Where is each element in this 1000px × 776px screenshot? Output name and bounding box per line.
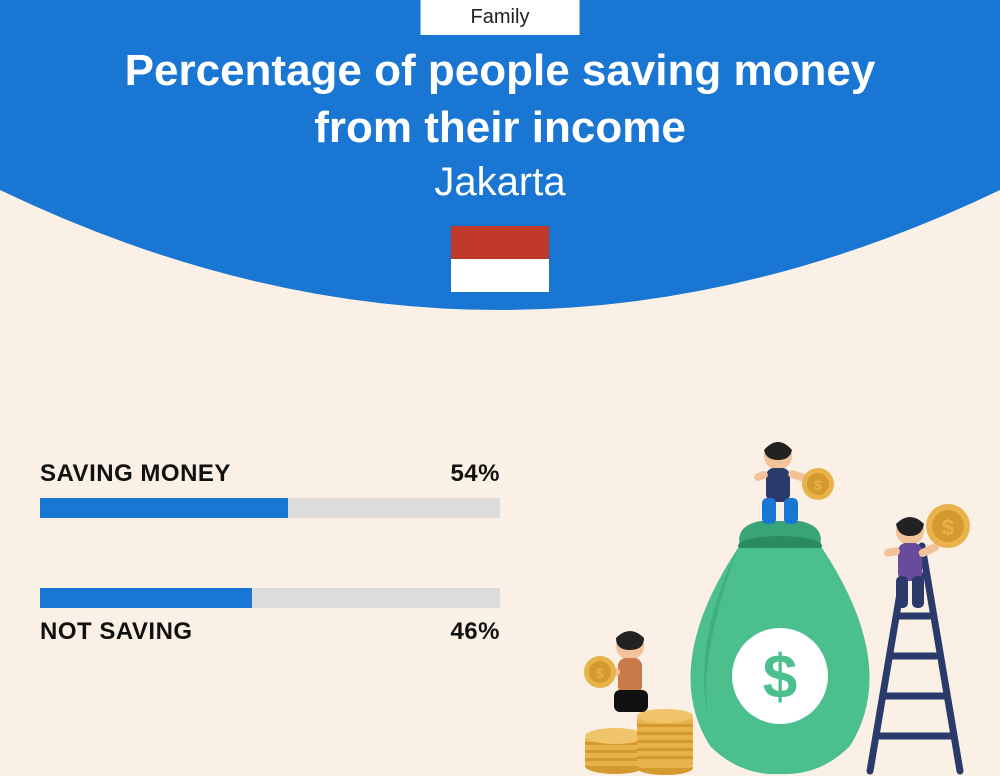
svg-text:$: $ — [814, 477, 822, 493]
flag-stripe-bottom — [451, 259, 549, 292]
bar-label: NOT SAVING — [40, 618, 193, 646]
svg-text:$: $ — [763, 643, 797, 712]
savings-illustration: $ $ $ — [560, 416, 980, 776]
bar-header: NOT SAVING 46% — [40, 618, 500, 646]
bar-value: 54% — [450, 460, 500, 488]
svg-text:$: $ — [942, 515, 954, 540]
bar-header: SAVING MONEY 54% — [40, 460, 500, 488]
bar-value: 46% — [450, 618, 500, 646]
category-label: Family — [471, 6, 530, 28]
bar-saving-money: SAVING MONEY 54% — [40, 460, 500, 518]
coin-stack-icon — [585, 709, 693, 775]
category-pill: Family — [421, 0, 580, 35]
bars-area: SAVING MONEY 54% NOT SAVING 46% — [40, 460, 500, 716]
svg-text:$: $ — [596, 665, 604, 681]
bar-label: SAVING MONEY — [40, 460, 231, 488]
flag-stripe-top — [451, 226, 549, 259]
person-top-icon: $ — [753, 442, 834, 524]
bar-track — [40, 498, 500, 518]
bar-fill — [40, 498, 288, 518]
main-title-line2: from their income — [0, 99, 1000, 156]
bar-track — [40, 588, 500, 608]
indonesia-flag — [451, 226, 549, 292]
main-title-line1: Percentage of people saving money — [0, 42, 1000, 99]
money-bag-icon: $ — [690, 521, 869, 774]
bar-not-saving: NOT SAVING 46% — [40, 588, 500, 646]
subtitle: Jakarta — [0, 160, 1000, 205]
person-sitting-icon: $ — [584, 631, 648, 712]
bar-fill — [40, 588, 252, 608]
title-block: Percentage of people saving money from t… — [0, 42, 1000, 205]
